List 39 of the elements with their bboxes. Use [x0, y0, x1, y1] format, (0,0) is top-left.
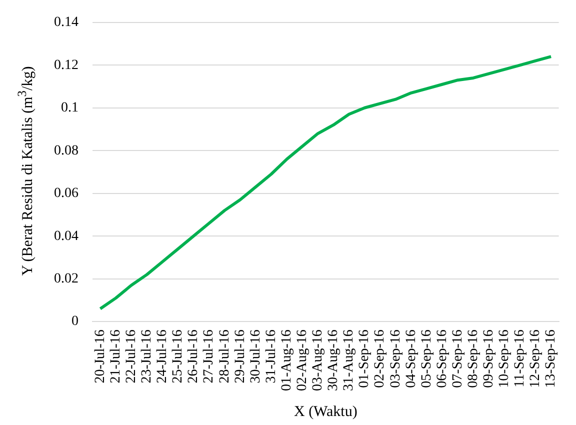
x-tick-label: 31-Jul-16: [264, 330, 279, 384]
x-tick-label: 31-Aug-16: [342, 330, 357, 392]
x-tick-label: 30-Aug-16: [326, 330, 342, 392]
x-tick-label: 22-Jul-16: [124, 330, 140, 384]
x-tick-label: 13-Sep-16: [544, 330, 559, 388]
x-tick-label: 04-Sep-16: [404, 330, 419, 388]
y-tick-label: 0.08: [54, 143, 78, 158]
x-tick-label: 08-Sep-16: [466, 330, 481, 388]
x-tick-label: 28-Jul-16: [217, 330, 232, 384]
y-tick-label: 0.02: [54, 272, 78, 286]
x-tick-label: 11-Sep-16: [512, 330, 528, 388]
x-tick-label: 03-Sep-16: [388, 330, 404, 388]
x-tick-label: 02-Aug-16: [295, 330, 310, 392]
x-tick-label: 25-Jul-16: [170, 330, 186, 384]
x-tick-label: 26-Jul-16: [186, 330, 202, 384]
x-tick-label: 27-Jul-16: [202, 330, 217, 384]
x-tick-label: 21-Jul-16: [108, 330, 124, 384]
x-tick-label: 24-Jul-16: [155, 330, 170, 384]
x-tick-label: 09-Sep-16: [482, 330, 497, 388]
x-tick-label: 03-Aug-16: [310, 330, 326, 392]
x-tick-label: 30-Jul-16: [248, 330, 264, 384]
x-tick-label: 05-Sep-16: [419, 330, 434, 388]
x-tick-label: 01-Aug-16: [279, 330, 294, 392]
x-tick-label: 29-Jul-16: [232, 330, 248, 384]
y-tick-label: 0.1: [61, 100, 78, 116]
y-tick-label: 0.14: [54, 15, 78, 30]
x-tick-label: 23-Jul-16: [140, 330, 155, 384]
x-tick-label: 20-Jul-16: [92, 330, 108, 384]
x-tick-label: 01-Sep-16: [357, 330, 372, 388]
y-tick-label: 0: [72, 314, 78, 330]
x-tick-label: 06-Sep-16: [434, 330, 450, 388]
x-tick-label: 02-Sep-16: [372, 330, 388, 388]
y-tick-label: 0.04: [54, 228, 78, 244]
x-tick-label: 10-Sep-16: [497, 330, 512, 388]
y-tick-label: 0.06: [54, 186, 78, 202]
x-tick-label: 12-Sep-16: [528, 330, 544, 388]
y-tick-label: 0.12: [54, 58, 78, 73]
x-axis-title: X (Waktu): [294, 404, 358, 420]
x-tick-label: 07-Sep-16: [450, 330, 466, 388]
